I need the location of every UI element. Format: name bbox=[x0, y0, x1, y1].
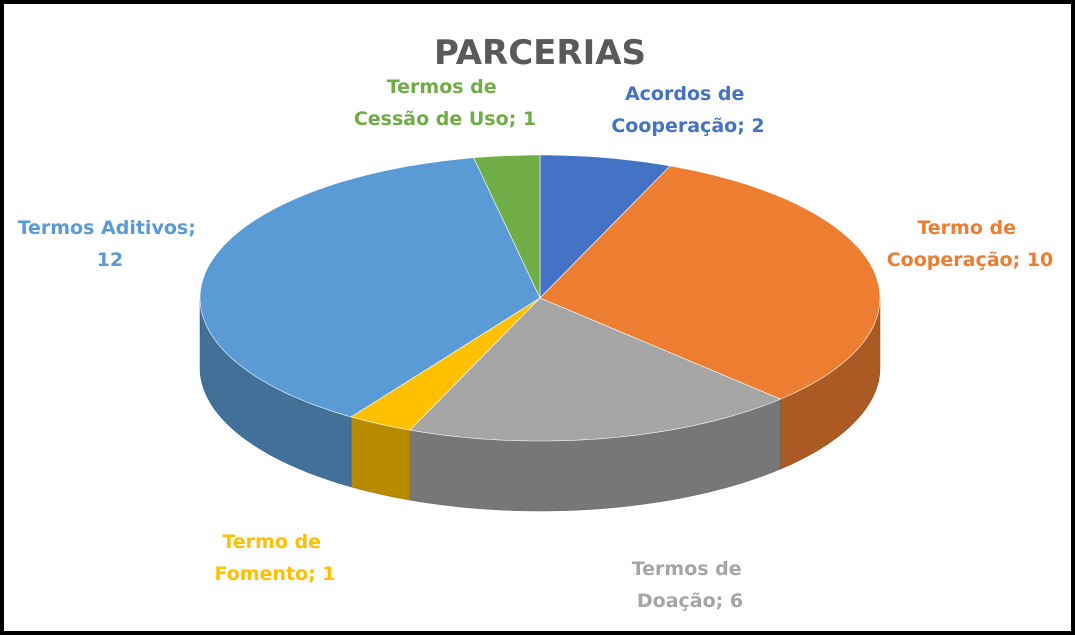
label-value: 2 bbox=[751, 115, 764, 137]
label-separator: ; bbox=[509, 108, 523, 130]
label-separator: ; bbox=[737, 115, 751, 137]
label-value: 10 bbox=[1027, 249, 1053, 271]
label-line: Termo de bbox=[917, 217, 1022, 239]
label-value: 1 bbox=[523, 108, 536, 130]
label-category: Termos de Doação bbox=[632, 558, 749, 612]
data-label: Termos de Doação; 6 bbox=[632, 558, 749, 612]
label-line: Termos de bbox=[632, 558, 749, 580]
label-line: Termos de bbox=[387, 76, 504, 98]
label-line: Fomento bbox=[214, 563, 308, 585]
data-label: Termo de Cooperação; 10 bbox=[887, 217, 1054, 271]
label-line: Cessão de Uso bbox=[354, 108, 509, 130]
label-separator: ; bbox=[716, 590, 730, 612]
label-line: Acordos de bbox=[625, 83, 751, 105]
label-category: Termo de Fomento bbox=[214, 531, 327, 585]
slice bbox=[350, 297, 541, 431]
label-line: Termo de bbox=[222, 531, 327, 553]
label-separator: ; bbox=[1013, 249, 1027, 271]
data-label: Acordos de Cooperação; 2 bbox=[611, 83, 764, 137]
slice bbox=[199, 157, 541, 418]
label-line: Doação bbox=[637, 590, 716, 612]
label-line: Cooperação bbox=[887, 249, 1013, 271]
label-separator: ; bbox=[308, 563, 322, 585]
label-value: 12 bbox=[97, 249, 123, 271]
slice bbox=[473, 154, 541, 299]
slice bbox=[539, 165, 881, 400]
slice bbox=[409, 297, 782, 442]
label-line: Cooperação bbox=[611, 115, 737, 137]
data-label: Termo de Fomento; 1 bbox=[214, 531, 335, 585]
slice bbox=[539, 154, 671, 299]
label-category: Termo de Cooperação bbox=[887, 217, 1023, 271]
label-line: Termos Aditivos bbox=[18, 217, 189, 239]
data-label: Termos Aditivos; 12 bbox=[18, 217, 203, 271]
label-category: Termos Aditivos bbox=[18, 217, 189, 239]
label-value: 1 bbox=[322, 563, 335, 585]
data-label: Termos de Cessão de Uso; 1 bbox=[354, 76, 536, 130]
label-category: Acordos de Cooperação bbox=[611, 83, 751, 137]
label-separator: ; bbox=[188, 217, 202, 239]
chart-title: PARCERIAS bbox=[434, 33, 646, 73]
label-value: 6 bbox=[730, 590, 743, 612]
slice-side bbox=[350, 416, 411, 501]
label-category: Termos de Cessão de Uso bbox=[354, 76, 509, 130]
